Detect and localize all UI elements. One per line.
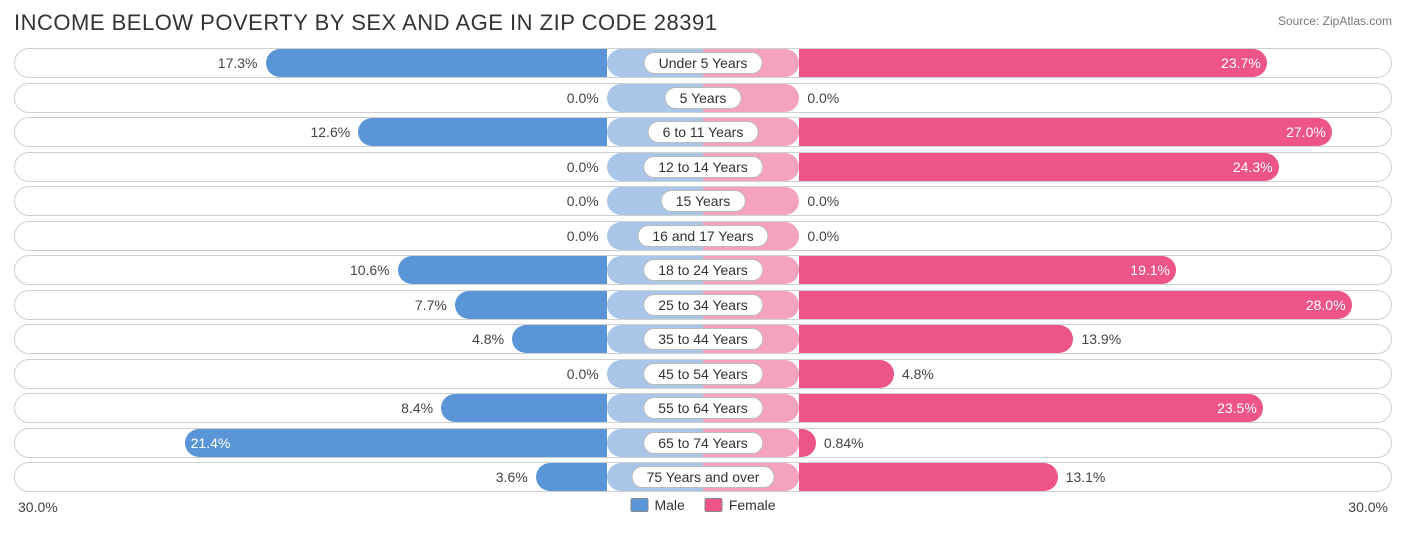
male-value: 4.8% bbox=[472, 331, 512, 347]
female-value: 4.8% bbox=[894, 366, 934, 382]
male-value: 8.4% bbox=[401, 400, 441, 416]
female-bar: 28.0% bbox=[799, 291, 1351, 319]
female-value: 23.5% bbox=[1217, 400, 1257, 416]
female-value: 0.0% bbox=[799, 228, 839, 244]
female-value: 24.3% bbox=[1233, 159, 1273, 175]
category-label: 35 to 44 Years bbox=[643, 328, 763, 350]
category-label: 16 and 17 Years bbox=[637, 225, 768, 247]
legend-label-female: Female bbox=[729, 497, 776, 513]
chart-row: 3.6% 13.1% 75 Years and over bbox=[14, 462, 1392, 492]
diverging-bar-chart: 17.3% 23.7% Under 5 Years 0.0% 0.0% 5 Years 12… bbox=[14, 48, 1392, 492]
chart-row: 0.0% 0.0% 5 Years bbox=[14, 83, 1392, 113]
axis-max-left: 30.0% bbox=[18, 499, 58, 515]
chart-row: 12.6% 27.0% 6 to 11 Years bbox=[14, 117, 1392, 147]
category-label: Under 5 Years bbox=[644, 52, 763, 74]
female-value: 13.9% bbox=[1073, 331, 1121, 347]
legend-female: Female bbox=[705, 497, 776, 513]
female-value: 13.1% bbox=[1058, 469, 1106, 485]
male-value: 7.7% bbox=[415, 297, 455, 313]
male-value: 10.6% bbox=[350, 262, 398, 278]
chart-row: 10.6% 19.1% 18 to 24 Years bbox=[14, 255, 1392, 285]
legend-label-male: Male bbox=[654, 497, 684, 513]
male-value: 21.4% bbox=[191, 435, 231, 451]
female-value: 23.7% bbox=[1221, 55, 1261, 71]
male-value: 0.0% bbox=[567, 90, 607, 106]
male-value: 17.3% bbox=[218, 55, 266, 71]
male-value: 0.0% bbox=[567, 366, 607, 382]
category-label: 6 to 11 Years bbox=[648, 121, 759, 143]
female-value: 0.0% bbox=[799, 193, 839, 209]
category-label: 55 to 64 Years bbox=[643, 397, 763, 419]
male-bar: 10.6% bbox=[398, 256, 607, 284]
category-label: 45 to 54 Years bbox=[643, 363, 763, 385]
male-bar: 21.4% bbox=[185, 429, 607, 457]
male-bar: 3.6% bbox=[536, 463, 607, 491]
chart-row: 7.7% 28.0% 25 to 34 Years bbox=[14, 290, 1392, 320]
female-bar: 19.1% bbox=[799, 256, 1176, 284]
legend-male: Male bbox=[630, 497, 684, 513]
female-bar: 23.5% bbox=[799, 394, 1262, 422]
female-bar: 13.1% bbox=[799, 463, 1057, 491]
female-value: 27.0% bbox=[1286, 124, 1326, 140]
chart-row: 0.0% 0.0% 16 and 17 Years bbox=[14, 221, 1392, 251]
chart-source: Source: ZipAtlas.com bbox=[1278, 14, 1392, 28]
chart-title: INCOME BELOW POVERTY BY SEX AND AGE IN Z… bbox=[14, 10, 717, 36]
male-value: 0.0% bbox=[567, 193, 607, 209]
legend-swatch-female bbox=[705, 498, 723, 512]
male-value: 12.6% bbox=[310, 124, 358, 140]
female-bar: 23.7% bbox=[799, 49, 1266, 77]
category-label: 25 to 34 Years bbox=[643, 294, 763, 316]
category-label: 18 to 24 Years bbox=[643, 259, 763, 281]
chart-row: 0.0% 4.8% 45 to 54 Years bbox=[14, 359, 1392, 389]
female-bar: 0.84% bbox=[799, 429, 816, 457]
chart-row: 0.0% 0.0% 15 Years bbox=[14, 186, 1392, 216]
male-bar: 12.6% bbox=[358, 118, 607, 146]
category-label: 15 Years bbox=[661, 190, 746, 212]
male-value: 3.6% bbox=[496, 469, 536, 485]
chart-row: 0.0% 24.3% 12 to 14 Years bbox=[14, 152, 1392, 182]
male-bar: 17.3% bbox=[266, 49, 607, 77]
category-label: 5 Years bbox=[665, 87, 742, 109]
female-value: 19.1% bbox=[1130, 262, 1170, 278]
male-bar: 8.4% bbox=[441, 394, 607, 422]
female-value: 0.84% bbox=[816, 435, 864, 451]
female-bar: 4.8% bbox=[799, 360, 894, 388]
female-value: 28.0% bbox=[1306, 297, 1346, 313]
female-bar: 13.9% bbox=[799, 325, 1073, 353]
chart-legend: Male Female bbox=[630, 497, 775, 513]
male-bar: 4.8% bbox=[512, 325, 607, 353]
female-value: 0.0% bbox=[799, 90, 839, 106]
chart-row: 4.8% 13.9% 35 to 44 Years bbox=[14, 324, 1392, 354]
axis-max-right: 30.0% bbox=[1348, 499, 1388, 515]
chart-header: INCOME BELOW POVERTY BY SEX AND AGE IN Z… bbox=[14, 10, 1392, 36]
chart-row: 8.4% 23.5% 55 to 64 Years bbox=[14, 393, 1392, 423]
male-bar: 7.7% bbox=[455, 291, 607, 319]
legend-swatch-male bbox=[630, 498, 648, 512]
female-bar: 24.3% bbox=[799, 153, 1278, 181]
female-bar: 27.0% bbox=[799, 118, 1332, 146]
category-label: 12 to 14 Years bbox=[643, 156, 763, 178]
male-value: 0.0% bbox=[567, 228, 607, 244]
chart-row: 17.3% 23.7% Under 5 Years bbox=[14, 48, 1392, 78]
male-value: 0.0% bbox=[567, 159, 607, 175]
chart-row: 21.4% 0.84% 65 to 74 Years bbox=[14, 428, 1392, 458]
category-label: 75 Years and over bbox=[632, 466, 775, 488]
chart-footer: 30.0% Male Female 30.0% bbox=[14, 497, 1392, 523]
category-label: 65 to 74 Years bbox=[643, 432, 763, 454]
